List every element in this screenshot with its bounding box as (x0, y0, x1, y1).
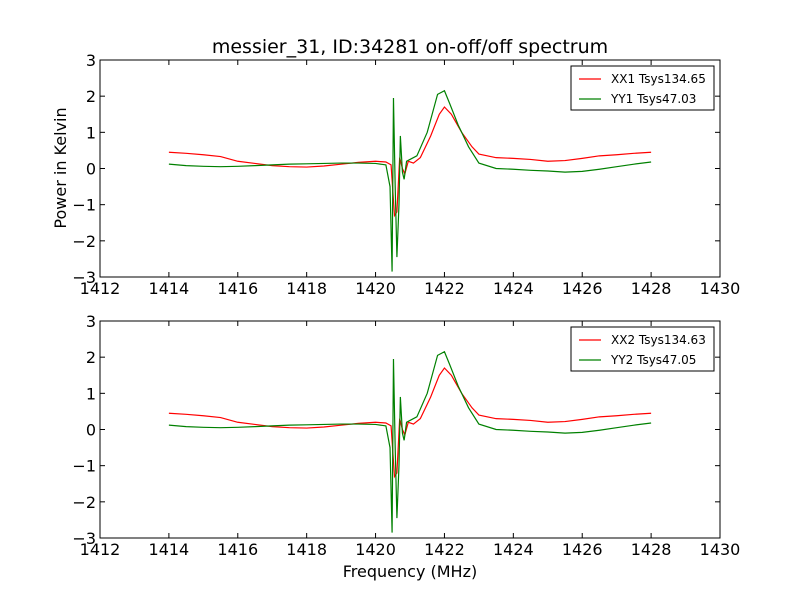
x-tick-label-1-2: 1416 (217, 540, 258, 559)
series-line-0-0 (168, 106, 652, 218)
series-line-1-0 (168, 367, 652, 479)
x-tick-label-1-9: 1430 (700, 540, 741, 559)
legend-label-1-0: XX2 Tsys134.63 (611, 333, 706, 347)
x-tick-label-0-2: 1416 (217, 279, 258, 298)
legend-box-0 (570, 65, 715, 111)
legend-label-1-1: YY2 Tsys47.05 (610, 353, 696, 367)
x-tick-label-0-5: 1422 (424, 279, 465, 298)
y-tick-label-1-0: −3 (72, 529, 96, 548)
legend-label-0-1: YY1 Tsys47.03 (610, 92, 696, 106)
x-tick-label-1-5: 1422 (424, 540, 465, 559)
x-tick-label-1-8: 1428 (631, 540, 672, 559)
x-tick-label-1-4: 1420 (355, 540, 396, 559)
x-tick-label-0-8: 1428 (631, 279, 672, 298)
x-tick-label-1-7: 1426 (562, 540, 603, 559)
series-line-0-1 (168, 89, 652, 272)
x-tick-label-0-6: 1424 (493, 279, 534, 298)
y-tick-label-0-5: 2 (86, 87, 96, 106)
top-panel: 1412 1414 1416 1418 1420 1422 1424 1426 1428 1430… (72, 51, 740, 298)
x-tick-label-0-4: 1420 (355, 279, 396, 298)
x-tick-label-0-3: 1418 (286, 279, 327, 298)
x-tick-label-1-6: 1424 (493, 540, 534, 559)
x-tick-label-0-7: 1426 (562, 279, 603, 298)
y-tick-label-0-2: −1 (72, 196, 96, 215)
y-axis-label: Power in Kelvin (51, 107, 70, 228)
y-tick-label-0-4: 1 (86, 123, 96, 142)
x-tick-label-1-3: 1418 (286, 540, 327, 559)
y-tick-label-1-3: 0 (86, 421, 96, 440)
y-tick-label-0-6: 3 (86, 51, 96, 70)
y-tick-label-1-1: −2 (72, 493, 96, 512)
legend-box-1 (570, 326, 715, 372)
x-tick-label-0-9: 1430 (700, 279, 741, 298)
legend-label-0-0: XX1 Tsys134.65 (611, 72, 706, 86)
series-line-1-1 (168, 350, 652, 533)
y-tick-label-1-5: 2 (86, 348, 96, 367)
y-tick-label-1-6: 3 (86, 312, 96, 331)
y-tick-label-0-1: −2 (72, 232, 96, 251)
x-tick-label-0-0: 1412 (80, 279, 121, 298)
y-tick-label-0-0: −3 (72, 268, 96, 287)
y-tick-label-1-4: 1 (86, 384, 96, 403)
y-tick-label-0-3: 0 (86, 160, 96, 179)
x-tick-label-1-1: 1414 (149, 540, 190, 559)
x-tick-label-1-0: 1412 (80, 540, 121, 559)
bottom-panel: 1412 1414 1416 1418 1420 1422 1424 1426 1428 1430… (72, 312, 740, 559)
chart-title: messier_31, ID:34281 on-off/off spectrum (212, 36, 608, 58)
x-axis-label: Frequency (MHz) (343, 562, 477, 581)
y-tick-label-1-2: −1 (72, 457, 96, 476)
x-tick-label-0-1: 1414 (149, 279, 190, 298)
